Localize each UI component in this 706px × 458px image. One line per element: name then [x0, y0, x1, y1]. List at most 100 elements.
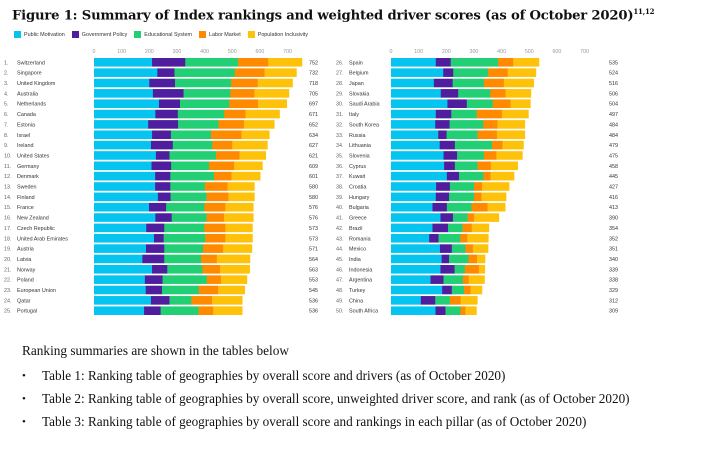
- bar-segment-public-motivation-turkey: [391, 285, 443, 295]
- bar-segment-educational-system-denmark: [170, 171, 215, 181]
- bar-segment-labor-market-czech-republic: [204, 223, 226, 233]
- bar-segment-government-policy-spain: [435, 58, 452, 67]
- bar-segment-educational-system-slovakia: [458, 89, 491, 98]
- bar-segment-educational-system-norway: [167, 265, 203, 274]
- legend-label: Educational System: [144, 31, 192, 38]
- bar-segment-educational-system-australia: [183, 89, 231, 98]
- bar-segment-public-motivation-cyprus: [391, 161, 445, 171]
- rank-label: 7.: [4, 122, 9, 128]
- bar-segment-government-policy-slovakia: [440, 89, 459, 98]
- legend-label: Government Policy: [81, 31, 128, 38]
- bar-segment-educational-system-croatia: [449, 182, 475, 191]
- bar-segment-population-inclusivity-bulgaria: [487, 202, 506, 212]
- rank-label: 5.: [4, 102, 9, 108]
- bar-segment-population-inclusivity-united-states: [239, 151, 267, 160]
- total-score-label: 309: [609, 309, 618, 315]
- figure-title-text: Figure 1: Summary of Index rankings and …: [12, 8, 634, 24]
- legend-label: Population Inclusivity: [257, 31, 309, 38]
- bar-segment-population-inclusivity-croatia: [481, 182, 510, 191]
- rank-label: 19.: [4, 247, 12, 253]
- bar-segment-educational-system-spain: [450, 58, 499, 67]
- bar-segment-labor-market-lithuania: [491, 140, 503, 150]
- bar-segment-labor-market-finland: [206, 192, 229, 202]
- bar-segment-labor-market-turkey: [464, 285, 471, 295]
- bar-segment-educational-system-brazil: [447, 223, 463, 233]
- bar-segment-labor-market-latvia: [201, 254, 218, 264]
- bar-segment-labor-market-belgium: [488, 68, 508, 77]
- bar-segment-population-inclusivity-belgium: [507, 68, 537, 77]
- rank-label: 22.: [4, 278, 12, 284]
- bar-segment-government-policy-south-africa: [435, 306, 446, 315]
- bar-segment-public-motivation-portugal: [94, 306, 145, 315]
- bar-segment-population-inclusivity-poland: [220, 275, 248, 284]
- total-score-label: 553: [309, 278, 318, 284]
- x-tick-label: 600: [255, 49, 264, 55]
- country-label-germany: Germany: [17, 164, 39, 170]
- country-label-canada: Canada: [17, 112, 36, 118]
- bar-segment-public-motivation-hungary: [391, 192, 437, 202]
- rank-label: 25.: [4, 309, 12, 315]
- country-label-india: India: [349, 257, 361, 263]
- country-label-romania: Romania: [349, 236, 371, 242]
- bar-segment-public-motivation-greece: [391, 213, 441, 222]
- total-score-label: 752: [309, 60, 318, 66]
- rank-label: 21.: [4, 267, 12, 273]
- rank-label: 16.: [4, 216, 12, 222]
- bar-segment-labor-market-germany: [209, 161, 235, 171]
- x-tick-label: 500: [228, 49, 237, 55]
- bar-segment-government-policy-australia: [152, 89, 184, 98]
- bar-segment-government-policy-norway: [152, 265, 168, 274]
- rank-label: 31.: [336, 112, 344, 118]
- legend-swatch-population-inclusivity: [247, 31, 255, 38]
- total-score-label: 458: [609, 164, 618, 170]
- country-label-slovenia: Slovenia: [349, 153, 370, 159]
- total-score-label: 576: [309, 205, 318, 211]
- bar-segment-public-motivation-austria: [94, 244, 147, 253]
- bar-segment-public-motivation-denmark: [94, 171, 156, 181]
- total-score-label: 697: [309, 102, 318, 108]
- rank-label: 47.: [336, 278, 344, 284]
- bar-segment-public-motivation-south-africa: [391, 306, 436, 315]
- bar-segment-public-motivation-israel: [94, 130, 153, 140]
- total-score-label: 573: [309, 236, 318, 242]
- rank-label: 35.: [336, 153, 344, 159]
- country-label-slovakia: Slovakia: [349, 91, 369, 97]
- bar-segment-government-policy-germany: [151, 161, 172, 171]
- bar-segment-public-motivation-norway: [94, 265, 153, 274]
- country-label-cyprus: Cyprus: [349, 164, 366, 170]
- legend-item-public-motivation: Public Motivation: [14, 31, 65, 38]
- bar-segment-educational-system-united-states: [169, 151, 217, 160]
- rank-label: 26.: [336, 60, 344, 66]
- legend-swatch-government-policy: [71, 31, 79, 38]
- bar-segment-educational-system-kuwait: [459, 171, 484, 181]
- bar-segment-population-inclusivity-japan: [503, 78, 534, 88]
- bar-segment-population-inclusivity-canada: [245, 109, 280, 119]
- legend-item-population-inclusivity: Population Inclusivity: [247, 31, 309, 38]
- total-score-label: 705: [309, 91, 318, 97]
- bar-segment-public-motivation-india: [391, 254, 442, 264]
- bar-segment-labor-market-canada: [224, 109, 246, 119]
- bar-segment-population-inclusivity-france: [225, 202, 254, 212]
- rank-label: 8.: [4, 133, 9, 139]
- bar-segment-population-inclusivity-germany: [234, 161, 263, 171]
- bar-segment-educational-system-czech-republic: [164, 223, 205, 233]
- rank-label: 46.: [336, 267, 344, 273]
- legend-swatch-educational-system: [134, 31, 142, 38]
- footnote-refs: 11,12: [633, 7, 655, 16]
- bar-segment-government-policy-czech-republic: [146, 223, 165, 233]
- country-label-russia: Russia: [349, 133, 365, 139]
- rank-label: 24.: [4, 298, 12, 304]
- bar-segment-educational-system-finland: [170, 192, 207, 202]
- bar-segment-government-policy-romania: [429, 233, 439, 243]
- bar-segment-educational-system-china: [435, 296, 451, 305]
- rank-label: 4.: [4, 91, 9, 97]
- bar-segment-labor-market-norway: [202, 265, 221, 274]
- bar-segment-government-policy-brazil: [432, 223, 449, 233]
- total-score-label: 545: [309, 288, 318, 294]
- bar-segment-labor-market-hungary: [473, 192, 482, 202]
- country-label-european-union: European Union: [17, 288, 56, 294]
- bar-segment-government-policy-france: [149, 202, 167, 212]
- rank-label: 34.: [336, 143, 344, 149]
- bar-segment-public-motivation-argentina: [391, 275, 431, 284]
- x-tick-label: 300: [470, 49, 479, 55]
